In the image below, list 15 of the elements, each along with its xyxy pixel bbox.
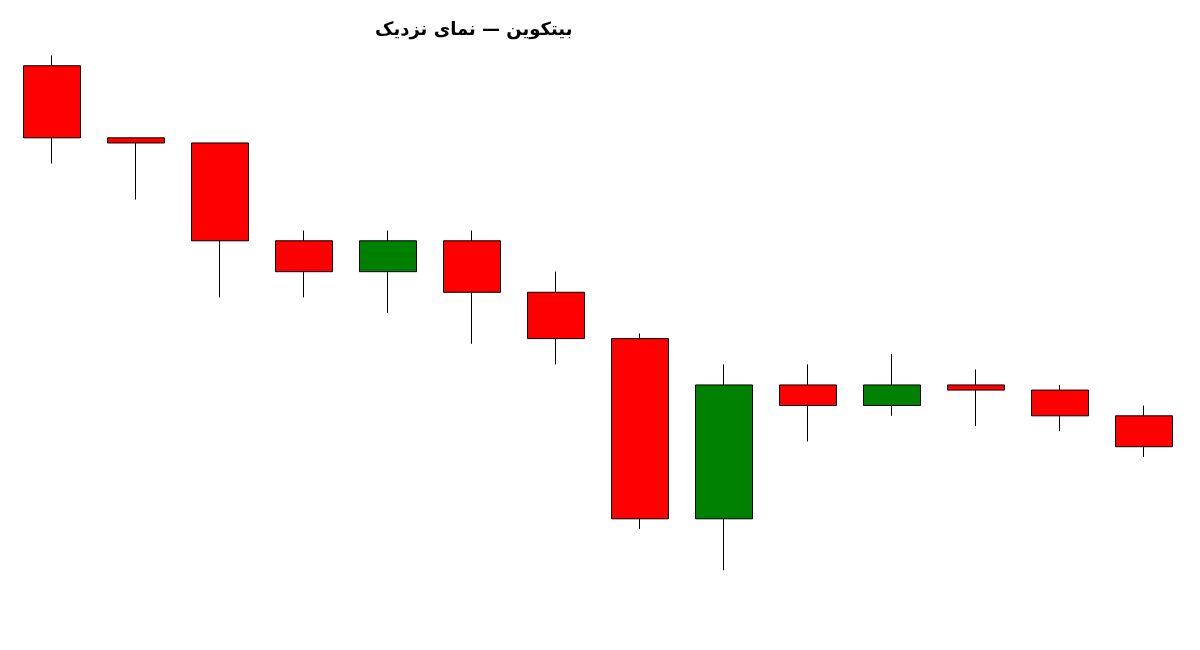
candlestick (1031, 384, 1089, 432)
candlestick (779, 363, 837, 443)
chart-title: بیتکوین — نمای نزدیک (375, 17, 573, 40)
candlestick (359, 229, 417, 314)
candlestick (863, 353, 921, 417)
candlestick (527, 271, 585, 365)
candlestick (443, 229, 501, 345)
candlestick (23, 54, 81, 165)
candlestick (275, 229, 333, 298)
candlestick (1115, 405, 1173, 458)
candlestick (947, 368, 1005, 427)
candlestick (191, 142, 249, 298)
candlestick (695, 363, 753, 571)
candlestick (107, 137, 165, 201)
candlestick (611, 332, 669, 530)
